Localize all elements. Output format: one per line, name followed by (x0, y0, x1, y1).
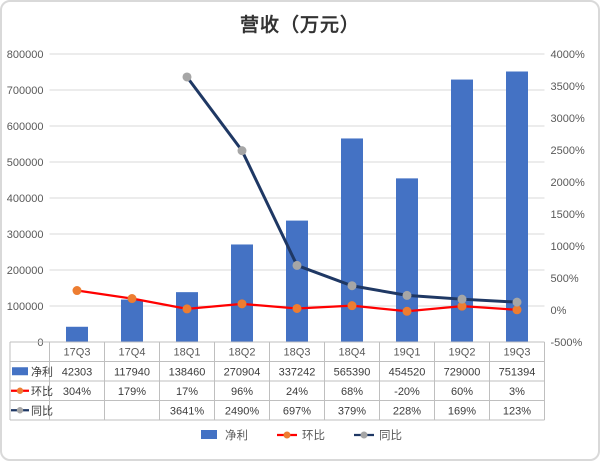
legend-label-yoy: 同比 (379, 429, 402, 442)
category-label: 19Q3 (504, 347, 531, 359)
marker-qoq-icon (347, 301, 357, 311)
row-label-net-profit: 净利 (31, 364, 53, 378)
legend-key-net-profit-icon (201, 430, 217, 439)
left-axis-tick-label: 400000 (7, 193, 44, 205)
legend-label-qoq: 环比 (302, 429, 325, 442)
category-label: 17Q3 (64, 347, 91, 359)
table-cell-qoq-18Q3: 24% (286, 386, 308, 398)
right-axis-tick-label: 3500% (551, 81, 585, 93)
marker-yoy-icon (402, 290, 412, 300)
row-key-qoq-marker-icon (16, 387, 24, 394)
table-cell-qoq-17Q4: 179% (118, 386, 146, 398)
marker-qoq-icon (237, 299, 247, 309)
category-label: 19Q2 (449, 347, 476, 359)
table-cell-qoq-19Q3: 3% (509, 386, 525, 398)
marker-yoy-icon (347, 281, 357, 291)
marker-qoq-icon (402, 306, 412, 316)
right-axis-tick-label: 1500% (551, 209, 585, 221)
right-axis-tick-label: 500% (551, 273, 579, 285)
bar-19Q2 (451, 79, 473, 342)
table-cell-net-profit-18Q2: 270904 (224, 366, 261, 378)
right-axis-tick-label: 3000% (551, 113, 585, 125)
table-cell-net-profit-17Q3: 42303 (62, 366, 93, 378)
table-cell-yoy-19Q3: 123% (503, 405, 531, 417)
left-axis-tick-label: 100000 (7, 301, 44, 313)
marker-yoy-icon (292, 260, 302, 270)
table-cell-yoy-18Q2: 2490% (225, 405, 259, 417)
right-axis-tick-label: 4000% (551, 49, 585, 61)
chart-title: 营收（万元） (239, 15, 360, 36)
legend-key-yoy-marker-icon (360, 431, 368, 439)
table-cell-net-profit-19Q1: 454520 (389, 366, 426, 378)
left-axis-tick-label: 500000 (7, 157, 44, 169)
right-axis-tick-label: 2000% (551, 177, 585, 189)
marker-qoq-icon (292, 303, 302, 313)
table-cell-yoy-19Q2: 169% (448, 405, 476, 417)
table-cell-qoq-18Q1: 17% (176, 386, 198, 398)
bar-18Q4 (341, 138, 363, 342)
left-axis-tick-label: 700000 (7, 85, 44, 97)
row-label-yoy: 同比 (31, 404, 53, 417)
left-axis-tick-label: 0 (37, 337, 43, 349)
category-label: 18Q2 (229, 347, 256, 359)
table-cell-qoq-19Q2: 60% (451, 386, 473, 398)
bar-18Q1 (176, 292, 198, 342)
table-cell-yoy-18Q1: 3641% (170, 405, 204, 417)
category-label: 17Q4 (119, 347, 146, 359)
table-cell-net-profit-19Q2: 729000 (444, 366, 481, 378)
bar-17Q3 (66, 326, 88, 342)
marker-qoq-icon (72, 286, 82, 296)
table-cell-qoq-17Q3: 304% (63, 386, 91, 398)
right-axis-tick-label: -500% (551, 337, 583, 349)
table-cell-qoq-18Q4: 68% (341, 386, 363, 398)
table-cell-yoy-18Q3: 697% (283, 405, 311, 417)
category-label: 18Q4 (339, 347, 366, 359)
table-cell-net-profit-17Q4: 117940 (114, 366, 150, 378)
bar-17Q4 (121, 299, 143, 342)
table-cell-net-profit-19Q3: 751394 (499, 366, 536, 378)
marker-qoq-icon (127, 294, 137, 304)
table-cell-net-profit-18Q3: 337242 (279, 366, 316, 378)
bar-19Q1 (396, 178, 418, 342)
table-cell-yoy-18Q4: 379% (338, 405, 366, 417)
row-key-yoy-marker-icon (16, 407, 24, 414)
marker-qoq-icon (182, 304, 192, 314)
table-cell-net-profit-18Q4: 565390 (334, 366, 371, 378)
legend-key-qoq-marker-icon (283, 431, 291, 439)
right-axis-tick-label: 0% (551, 305, 567, 317)
legend-label-net-profit: 净利 (225, 428, 248, 442)
row-label-qoq: 环比 (31, 385, 53, 398)
right-axis-tick-label: 1000% (551, 241, 585, 253)
bar-19Q3 (506, 71, 528, 342)
bar-18Q2 (231, 244, 253, 342)
bar-18Q3 (286, 220, 308, 342)
category-label: 19Q1 (394, 347, 421, 359)
left-axis-tick-label: 800000 (7, 49, 44, 61)
table-cell-net-profit-18Q1: 138460 (169, 366, 206, 378)
right-axis-tick-label: 2500% (551, 145, 585, 157)
category-label: 18Q3 (284, 347, 311, 359)
marker-yoy-icon (512, 297, 522, 307)
row-key-net-profit-icon (12, 367, 28, 376)
category-label: 18Q1 (174, 347, 201, 359)
table-cell-yoy-19Q1: 228% (393, 405, 421, 417)
table-cell-qoq-19Q1: -20% (394, 386, 420, 398)
marker-yoy-icon (457, 294, 467, 304)
marker-yoy-icon (237, 146, 247, 156)
table-cell-qoq-18Q2: 96% (231, 386, 253, 398)
left-axis-tick-label: 300000 (7, 229, 44, 241)
marker-yoy-icon (182, 72, 192, 82)
marker-qoq-icon (512, 305, 522, 315)
left-axis-tick-label: 200000 (7, 265, 44, 277)
left-axis-tick-label: 600000 (7, 121, 44, 133)
